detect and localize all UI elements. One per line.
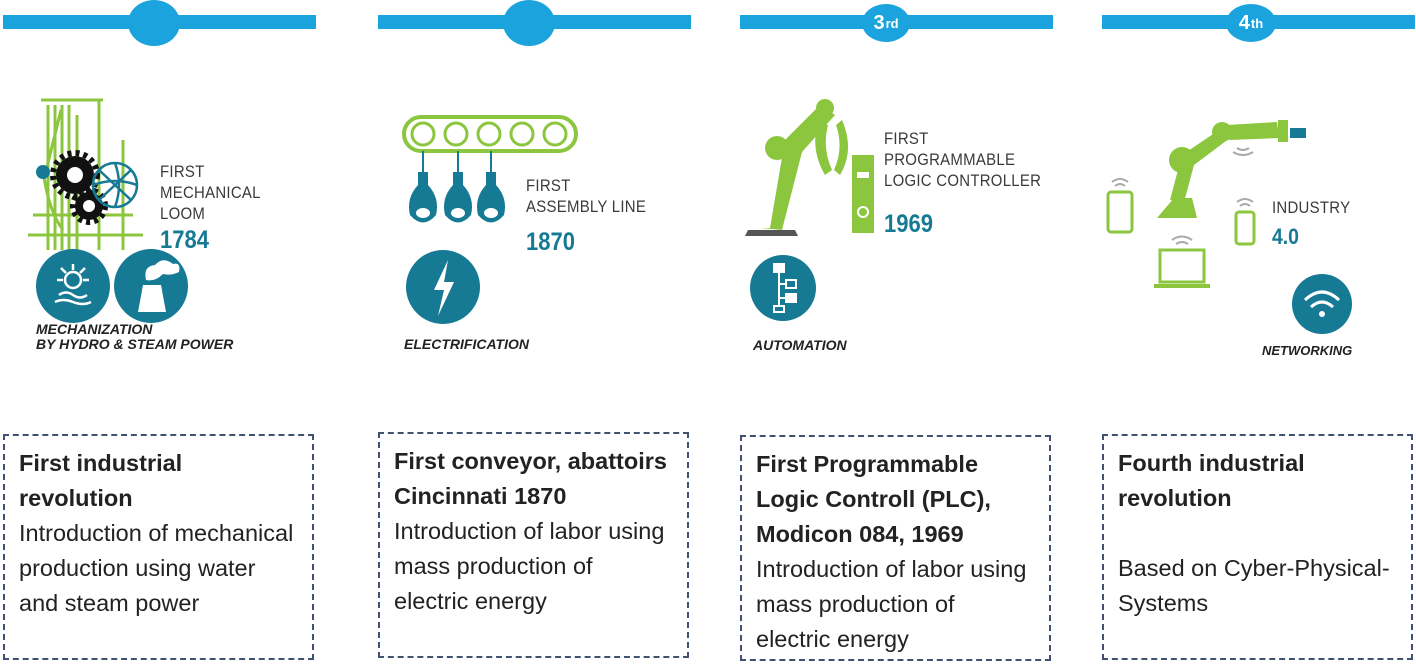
stage-description: Introduction of mechanical production us… [19,520,294,616]
stage-title: First Programmable Logic Controll (PLC),… [756,451,991,547]
plc-robot-illustration [745,99,874,321]
stage-title: First conveyor, abattoirs Cincinnati 187… [394,448,667,509]
assembly-line-illustration [402,115,578,324]
era-caption: NETWORKING [1262,343,1353,358]
illustration-label: INDUSTRY [1272,198,1351,217]
illustration-year: 1784 [160,226,209,254]
stage-description-box: First conveyor, abattoirs Cincinnati 187… [378,432,689,658]
era-caption: AUTOMATION [753,337,847,353]
stage-description-box: Fourth industrial revolution Based on Cy… [1102,434,1413,660]
stage-description: Introduction of labor using mass product… [756,556,1027,652]
stage-description: Introduction of labor using mass product… [394,518,665,614]
timeline-marker [128,0,180,46]
illustration-year: 1969 [884,210,933,238]
illustration-label: FIRST PROGRAMMABLE LOGIC CONTROLLER [884,129,1042,190]
stage-column-2: FIRST ASSEMBLY LINE 1870 ELECTRIFICATION… [378,0,691,671]
illustration-label: FIRST ASSEMBLY LINE [526,176,647,216]
industry-4-illustration [1106,120,1352,334]
era-caption: MECHANIZATION BY HYDRO & STEAM POWER [36,321,234,352]
era-caption: ELECTRIFICATION [404,336,529,352]
illustration-year: 1870 [526,228,575,256]
stage-column-1: FIRST MECHANICAL LOOM 1784 MECHANIZATION… [3,0,316,671]
stage-description-box: First Programmable Logic Controll (PLC),… [740,435,1051,661]
stage-title: First industrial revolution [19,450,183,511]
loom-illustration [28,98,188,323]
stage-title: Fourth industrial revolution [1118,450,1305,511]
stage-description-box: First industrial revolution Introduction… [3,434,314,660]
illustration-label: FIRST MECHANICAL LOOM [160,162,261,223]
illustration-year: 4.0 [1272,224,1299,249]
timeline-marker [503,0,555,46]
stage-description: Based on Cyber-Physical-Systems [1118,555,1390,616]
